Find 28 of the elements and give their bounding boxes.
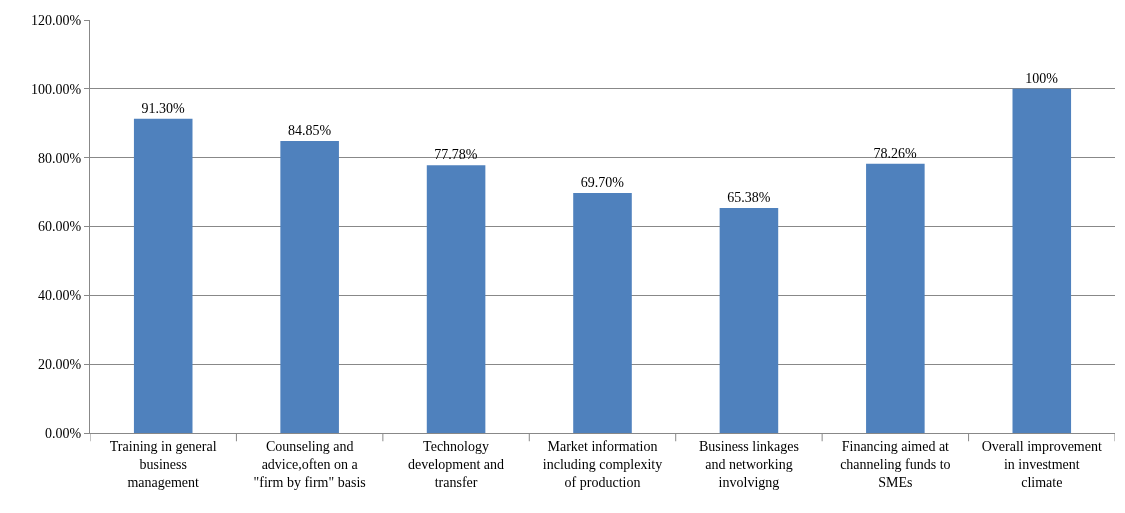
x-tick-label: Financing aimed at channeling funds to SMEs	[840, 438, 951, 491]
bar	[280, 140, 339, 433]
y-tick-label: 120.00%	[31, 12, 82, 28]
bar	[426, 165, 486, 433]
y-tick-label: 60.00%	[38, 219, 82, 235]
bar	[133, 118, 193, 433]
data-label: 65.38%	[727, 189, 771, 205]
x-tick-label: Overall improvement in investment climate	[981, 438, 1102, 491]
y-tick-label: 100.00%	[31, 81, 82, 97]
bar	[1012, 88, 1072, 433]
x-tick-label: Business linkages and networking involvigng	[698, 438, 799, 491]
y-tick-label: 20.00%	[38, 357, 82, 373]
data-label: 78.26%	[873, 145, 918, 161]
x-tick-label: Technology development and transfer	[408, 438, 505, 491]
bar	[866, 163, 925, 433]
bar	[573, 193, 632, 433]
y-tick-label: 40.00%	[38, 288, 82, 304]
x-tick-label: Market information including complexity of production	[542, 438, 663, 491]
y-tick-label: 0.00%	[45, 425, 82, 441]
bar	[719, 207, 779, 433]
data-label: 84.85%	[287, 122, 332, 138]
x-tick-label: Training in general business management	[109, 438, 217, 491]
data-label: 91.30%	[141, 100, 185, 116]
data-label: 77.78%	[434, 147, 478, 163]
x-tick-label: Counseling and advice,often on a "firm by firm" basis	[253, 438, 366, 491]
data-label: 100%	[1025, 70, 1059, 86]
data-label: 69.70%	[580, 175, 625, 191]
y-tick-label: 80.00%	[38, 150, 82, 166]
